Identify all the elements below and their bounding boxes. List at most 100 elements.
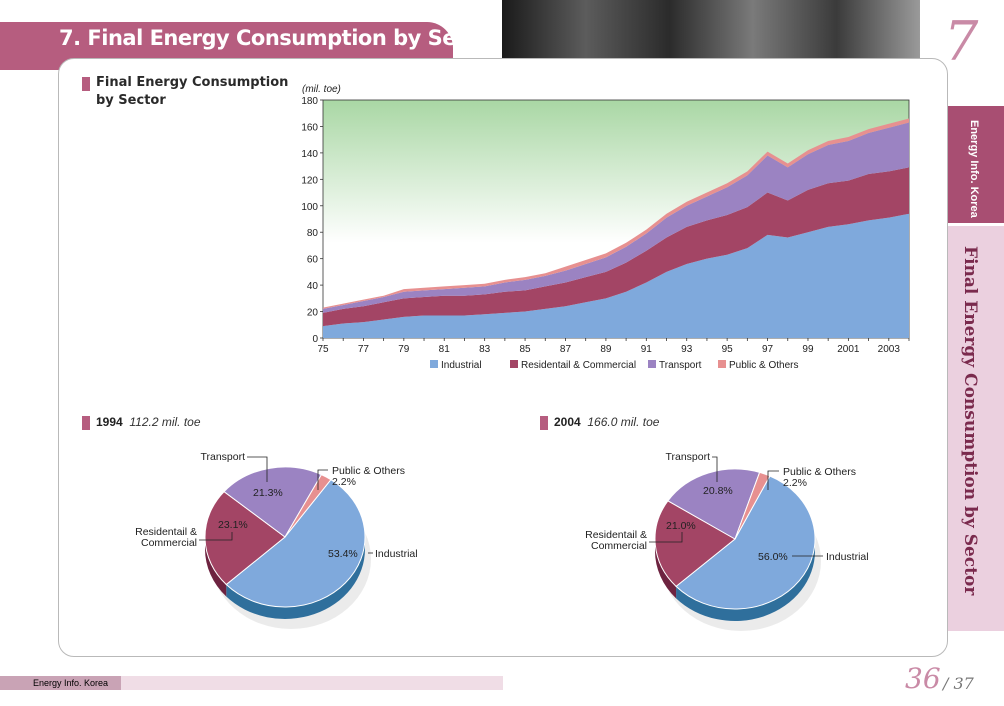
x-tick-label: 2001 <box>837 344 860 355</box>
area-series-2 <box>323 122 909 313</box>
pie-wall <box>676 539 815 621</box>
pie-category-label: Public & Others <box>783 466 856 478</box>
y-tick-label: 160 <box>301 122 318 133</box>
area-series-0 <box>323 213 909 338</box>
x-tick-label: 89 <box>600 344 612 355</box>
pie-category-label: Transport <box>200 451 245 463</box>
pie-slice <box>675 475 816 610</box>
pie-2004-total: 166.0 mil. toe <box>587 415 660 429</box>
pie-value-label: 56.0% <box>758 551 788 563</box>
x-tick-label: 97 <box>762 344 774 355</box>
pie-chart-1994: 53.4% Industrial 23.1% Residentail &Commerc… <box>135 451 418 629</box>
pie-category-label: Residentail & <box>585 529 647 541</box>
footer-accent <box>0 676 121 690</box>
pie-leader-line <box>199 532 233 541</box>
x-tick-label: 75 <box>317 344 329 355</box>
side-tab-top[interactable]: Energy Info. Korea <box>948 106 1004 223</box>
x-tick-label: 85 <box>520 344 532 355</box>
pie-1994-caption: 1994 112.2 mil. toe <box>96 415 201 429</box>
x-tick-label: 93 <box>681 344 693 355</box>
pie-value-label: 21.0% <box>666 520 696 532</box>
pie-chart-2004: 56.0% Industrial 21.0% Residentail &Commerc… <box>585 451 869 631</box>
pie-wall <box>655 539 677 599</box>
pie-category-label: Commercial <box>591 540 647 552</box>
pie-value-label: 2.2% <box>783 477 807 489</box>
pie-slice <box>654 500 736 588</box>
pie-leader-line <box>247 456 268 482</box>
area-chart: 0 20 40 60 80 100 120 140 160 180 75 77 79 81 83 85 87 8… <box>301 84 910 371</box>
legend-swatch <box>718 360 726 368</box>
area-series-3 <box>323 118 909 309</box>
pie-slice <box>284 474 332 538</box>
legend-swatch <box>648 360 656 368</box>
x-tick-label: 77 <box>358 344 370 355</box>
pie-category-label: Residentail & <box>135 526 197 538</box>
pie-1994-year: 1994 <box>96 415 123 429</box>
section-marker <box>82 77 90 91</box>
pie-value-label: 53.4% <box>328 548 358 560</box>
pie-leader-line <box>649 532 683 543</box>
section-title: Final Energy Consumption by Sector <box>96 74 288 110</box>
legend-swatch <box>430 360 438 368</box>
y-tick-label: 20 <box>307 308 319 319</box>
x-tick-label: 79 <box>398 344 410 355</box>
x-tick-label: 99 <box>802 344 814 355</box>
pie-value-label: 20.8% <box>703 485 733 497</box>
pie-category-label: Commercial <box>141 537 197 549</box>
page-title: 7. Final Energy Consumption by Sector <box>59 26 502 50</box>
y-tick-label: 80 <box>307 228 319 239</box>
pie-1994-marker <box>82 416 90 430</box>
x-tick-label: 81 <box>439 344 451 355</box>
side-tab-bottom[interactable]: Final Energy Consumption by Sector <box>948 226 1004 631</box>
x-tick-label: 95 <box>722 344 734 355</box>
pie-value-label: 23.1% <box>218 519 248 531</box>
y-axis-unit-label: (mil. toe) <box>302 84 341 95</box>
page-number: 36 <box>905 662 941 695</box>
page-total: / 37 <box>943 674 974 693</box>
pie-category-label: Public & Others <box>332 465 405 477</box>
pie-leader-line <box>712 456 718 482</box>
legend-label: Public & Others <box>729 360 798 371</box>
legend-label: Residentail & Commercial <box>521 360 636 371</box>
x-tick-label: 83 <box>479 344 491 355</box>
pie-2004-marker <box>540 416 548 430</box>
y-tick-label: 180 <box>301 96 318 107</box>
side-tab-bottom-label: Final Energy Consumption by Sector <box>960 246 980 596</box>
area-series-1 <box>323 167 909 327</box>
pie-1994-total: 112.2 mil. toe <box>129 415 201 429</box>
y-tick-label: 60 <box>307 255 319 266</box>
pie-slice <box>204 490 286 586</box>
x-tick-label: 2003 <box>878 344 901 355</box>
pie-slice <box>223 466 323 538</box>
pie-value-label: 21.3% <box>253 487 283 499</box>
pie-slice <box>667 468 761 540</box>
legend-swatch <box>510 360 518 368</box>
pie-category-label: Transport <box>665 451 710 463</box>
section-title-line2: by Sector <box>96 93 166 108</box>
pie-category-label: Industrial <box>375 548 418 560</box>
pie-wall <box>226 537 365 619</box>
pie-value-label: 2.2% <box>332 476 356 488</box>
legend-label: Industrial <box>441 360 482 371</box>
footer-bar <box>0 676 503 690</box>
pie-slice <box>225 478 366 608</box>
chapter-number: 7 <box>944 10 979 73</box>
legend-label: Transport <box>659 360 702 371</box>
pie-leader-line <box>317 469 328 490</box>
side-tab-top-label: Energy Info. Korea <box>968 120 980 218</box>
header-photo <box>502 0 920 58</box>
y-tick-label: 140 <box>301 149 318 160</box>
footer-text: Energy Info. Korea <box>33 678 109 688</box>
y-tick-label: 100 <box>301 202 318 213</box>
x-tick-label: 87 <box>560 344 572 355</box>
pie-leader-line <box>767 470 779 490</box>
section-title-line1: Final Energy Consumption <box>96 75 289 90</box>
pie-category-label: Industrial <box>826 551 869 563</box>
x-tick-label: 91 <box>641 344 653 355</box>
y-tick-label: 0 <box>312 334 318 345</box>
pie-slice <box>734 471 771 540</box>
pie-2004-year: 2004 <box>554 415 581 429</box>
y-tick-label: 120 <box>301 175 318 186</box>
pie-wall <box>205 537 227 597</box>
y-tick-label: 40 <box>307 281 319 292</box>
